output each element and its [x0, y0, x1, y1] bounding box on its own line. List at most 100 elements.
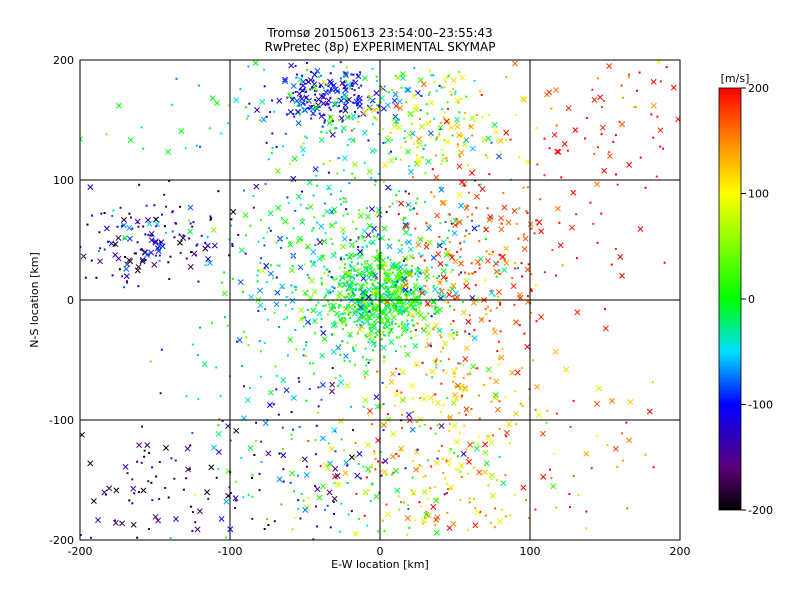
scatter-point-x — [112, 251, 119, 258]
scatter-point — [338, 282, 341, 285]
scatter-point-x — [429, 368, 436, 375]
scatter-point — [378, 300, 381, 303]
scatter-point — [269, 111, 272, 114]
scatter-point — [522, 186, 525, 189]
scatter-point-x — [617, 253, 624, 260]
scatter-point-x — [347, 304, 354, 311]
scatter-point — [434, 305, 437, 308]
scatter-point-x — [348, 297, 355, 304]
scatter-point-x — [471, 335, 478, 342]
scatter-point — [390, 328, 393, 331]
scatter-point-x — [136, 442, 143, 449]
scatter-point — [84, 276, 87, 279]
scatter-point — [390, 188, 393, 191]
scatter-point — [354, 253, 357, 256]
scatter-point — [159, 392, 162, 395]
scatter-point — [221, 419, 224, 422]
scatter-point-x — [316, 310, 323, 317]
scatter-point — [428, 91, 431, 94]
scatter-point — [443, 300, 446, 303]
scatter-point-x — [361, 129, 368, 136]
scatter-point — [504, 474, 507, 477]
scatter-point — [386, 302, 389, 305]
scatter-point — [223, 271, 226, 274]
scatter-point — [533, 232, 536, 235]
scatter-point — [456, 143, 459, 146]
scatter-point — [275, 276, 278, 279]
scatter-point-x — [430, 503, 437, 510]
scatter-point — [410, 337, 413, 340]
scatter-point — [455, 224, 458, 227]
scatter-point — [323, 508, 326, 511]
scatter-point — [280, 503, 283, 506]
scatter-point — [314, 484, 317, 487]
scatter-point-x — [148, 249, 155, 256]
scatter-point — [399, 368, 402, 371]
scatter-point — [364, 280, 367, 283]
scatter-point — [286, 316, 289, 319]
scatter-point — [282, 468, 285, 471]
scatter-point — [285, 113, 288, 116]
scatter-point — [365, 476, 368, 479]
scatter-point — [314, 93, 317, 96]
scatter-point — [368, 241, 371, 244]
scatter-point — [305, 136, 308, 139]
scatter-point — [616, 183, 619, 186]
scatter-point — [151, 466, 154, 469]
scatter-point — [315, 90, 318, 93]
scatter-point — [543, 137, 546, 140]
scatter-point — [492, 434, 495, 437]
scatter-point-x — [329, 222, 336, 229]
scatter-point — [419, 255, 422, 258]
scatter-point — [402, 288, 405, 291]
scatter-point — [526, 186, 529, 189]
scatter-point-x — [433, 322, 440, 329]
scatter-point — [348, 360, 351, 363]
scatter-point — [411, 324, 414, 327]
scatter-point-x — [307, 204, 314, 210]
scatter-point — [452, 295, 455, 298]
scatter-point-x — [210, 444, 217, 451]
scatter-point-x — [463, 345, 470, 352]
scatter-point — [381, 381, 384, 384]
scatter-point — [436, 457, 439, 460]
scatter-point — [357, 238, 360, 241]
scatter-point — [391, 292, 394, 295]
scatter-point-x — [356, 450, 363, 457]
scatter-point-x — [326, 120, 333, 127]
scatter-point-x — [287, 241, 294, 248]
scatter-point — [357, 94, 360, 97]
scatter-point-x — [218, 515, 225, 522]
scatter-point — [356, 282, 359, 285]
scatter-point — [419, 397, 422, 400]
scatter-point-x — [365, 466, 372, 473]
scatter-point — [358, 517, 361, 520]
scatter-point — [281, 447, 284, 450]
scatter-point-x — [572, 127, 579, 134]
scatter-point — [536, 163, 539, 166]
scatter-point-x — [373, 394, 380, 401]
scatter-point — [273, 520, 276, 523]
scatter-point — [486, 156, 489, 159]
scatter-point — [386, 312, 389, 315]
scatter-point — [242, 290, 245, 293]
scatter-point-x — [323, 89, 330, 96]
scatter-point-x — [444, 139, 451, 145]
scatter-point — [548, 147, 551, 150]
scatter-point — [218, 418, 221, 421]
scatter-point — [521, 404, 524, 407]
scatter-point-x — [362, 75, 368, 82]
scatter-point-x — [267, 389, 274, 396]
scatter-point-x — [527, 221, 534, 228]
scatter-point — [370, 466, 373, 469]
scatter-point-x — [389, 371, 396, 377]
scatter-point — [173, 477, 176, 480]
scatter-point-x — [403, 294, 410, 301]
scatter-point — [410, 268, 413, 271]
scatter-point — [371, 464, 374, 467]
scatter-point — [279, 238, 282, 241]
scatter-point — [395, 367, 398, 370]
scatter-point — [103, 248, 106, 251]
scatter-point-x — [303, 472, 310, 479]
scatter-point — [314, 332, 317, 335]
